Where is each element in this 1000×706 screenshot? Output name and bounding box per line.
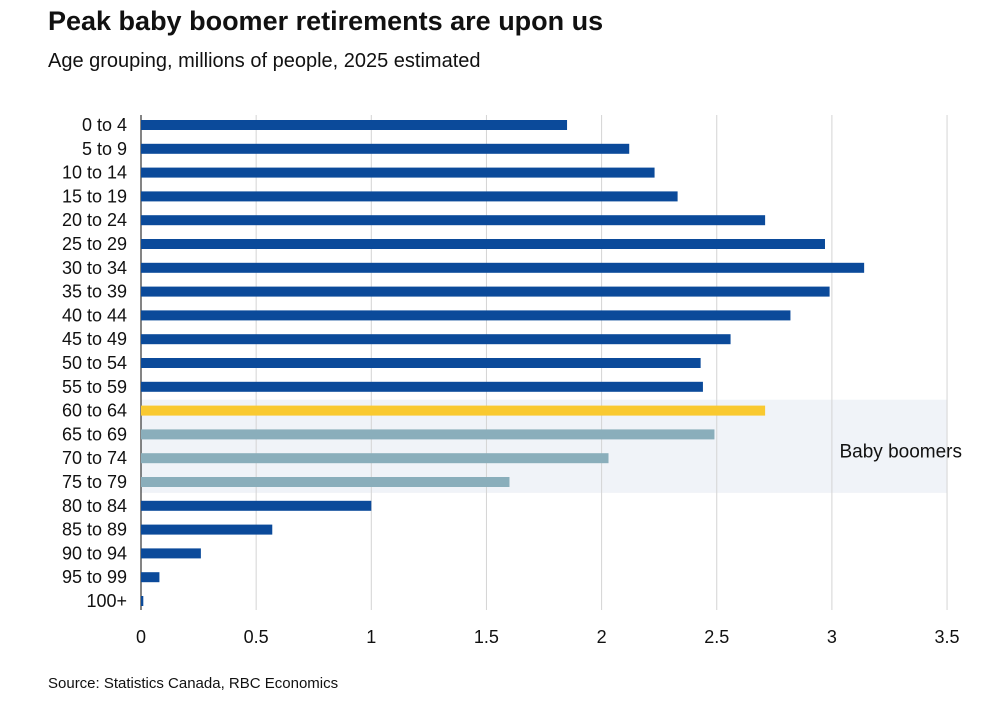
annotation-layer: Baby boomers [839, 441, 962, 462]
bar [141, 596, 144, 606]
bar [141, 167, 655, 178]
x-tick-label: 2 [597, 627, 607, 647]
category-label: 40 to 44 [62, 305, 127, 325]
x-tick-label: 0 [136, 627, 146, 647]
x-tick-label: 3.5 [935, 627, 960, 647]
category-label: 5 to 9 [82, 139, 127, 159]
category-label: 70 to 74 [62, 448, 127, 468]
bar [141, 191, 678, 202]
chart-subtitle: Age grouping, millions of people, 2025 e… [48, 50, 481, 72]
bar [141, 477, 510, 487]
category-label: 55 to 59 [62, 377, 127, 397]
bar [141, 262, 865, 273]
x-tick-label: 0.5 [244, 627, 269, 647]
category-label: 65 to 69 [62, 424, 127, 444]
category-label: 80 to 84 [62, 496, 127, 516]
category-label: 100+ [86, 591, 127, 611]
category-label: 10 to 14 [62, 163, 127, 183]
bar [141, 524, 273, 535]
bar [141, 405, 766, 416]
category-label: 45 to 49 [62, 329, 127, 349]
bar [141, 143, 630, 154]
bar [141, 239, 825, 249]
source-note: Source: Statistics Canada, RBC Economics [48, 675, 339, 692]
bar [141, 381, 703, 392]
x-tick-label: 3 [827, 627, 837, 647]
bar [141, 453, 609, 464]
x-tick-label: 1 [366, 627, 376, 647]
category-label: 20 to 24 [62, 210, 127, 230]
category-label: 60 to 64 [62, 401, 127, 421]
category-label: 15 to 19 [62, 186, 127, 206]
baby-boomers-annotation: Baby boomers [839, 441, 962, 462]
category-label: 0 to 4 [82, 115, 127, 135]
category-label: 90 to 94 [62, 543, 127, 563]
category-label: 25 to 29 [62, 234, 127, 254]
x-tick-label: 2.5 [704, 627, 729, 647]
x-tick-label: 1.5 [474, 627, 499, 647]
bar [141, 215, 766, 226]
bar [141, 358, 701, 368]
category-label: 85 to 89 [62, 520, 127, 540]
chart-title: Peak baby boomer retirements are upon us [48, 6, 604, 36]
bar [141, 572, 160, 583]
category-label-layer: 0 to 4 5 to 9 10 to 14 15 to 19 20 to 24 25 t… [62, 115, 127, 611]
category-label: 75 to 79 [62, 472, 127, 492]
category-label: 50 to 54 [62, 353, 127, 373]
bar [141, 500, 372, 511]
category-label: 30 to 34 [62, 258, 127, 278]
bar-layer [141, 120, 865, 606]
bar [141, 286, 830, 297]
category-label: 35 to 39 [62, 282, 127, 302]
bar [141, 334, 731, 345]
bar [141, 548, 201, 559]
category-label: 95 to 99 [62, 567, 127, 587]
x-tick-layer: 0 0.5 1 1.5 2 2.5 3 3.5 [136, 627, 960, 647]
bar [141, 120, 568, 130]
bar [141, 429, 715, 440]
bar [141, 310, 791, 321]
